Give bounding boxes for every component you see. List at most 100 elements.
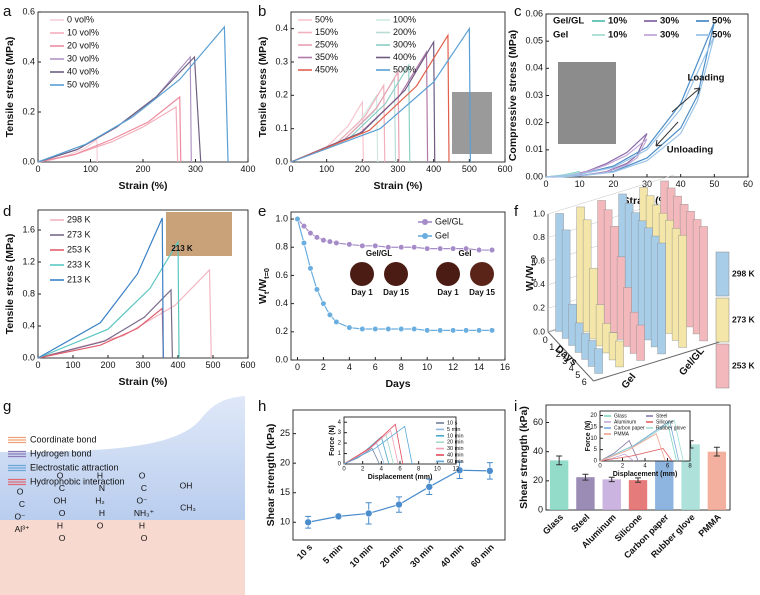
legend-label: Carbon paper: [614, 425, 645, 431]
panel-label: d: [3, 203, 11, 220]
x-tick-label: 0: [543, 335, 548, 345]
x-tick-label: 400: [426, 164, 441, 174]
atom-label: O: [59, 533, 66, 543]
x-tick-label: 50: [709, 179, 719, 189]
x-tick-label: 30 min: [408, 542, 435, 569]
series-line: [290, 63, 411, 163]
y-tick-label: 0.8: [22, 288, 35, 298]
x-tick-label: 20 min: [378, 542, 405, 569]
data-point: [395, 500, 403, 509]
bar: [615, 340, 624, 368]
legend-label: 20 vol%: [67, 40, 99, 50]
y-tick-label: 40: [533, 446, 543, 456]
legend-label: 273 K: [732, 314, 756, 324]
x-tick-label: 300: [188, 164, 203, 174]
y-tick-label: 0.8: [275, 242, 288, 252]
y-tick-label: 3: [338, 430, 342, 436]
panel-label: i: [514, 398, 517, 415]
bar: [657, 242, 666, 355]
y-tick-label: 15: [590, 424, 597, 430]
atom-label: N: [99, 483, 105, 493]
x-tick-label: 10: [422, 362, 432, 372]
atom-label: O⁻: [14, 511, 25, 521]
y-tick-label: 0.0: [533, 326, 545, 336]
y-tick-label: 0: [338, 462, 342, 468]
atom-label: C: [141, 483, 147, 493]
y-axis-label: Wt/Wt=0: [524, 255, 539, 291]
data-point: [488, 327, 496, 334]
sample-photo: [350, 262, 374, 286]
x-tick-label: 3: [562, 356, 567, 366]
legend-label: 20 min: [447, 440, 464, 446]
panel-label: h: [258, 398, 266, 415]
y-tick-label: 15: [280, 487, 290, 497]
x-tick-label: 10 s: [295, 542, 314, 561]
atom-label: O: [141, 533, 148, 543]
y-tick-label: 0.2: [275, 326, 288, 336]
y-tick-label: 0.0: [275, 354, 288, 364]
error-bar: [608, 476, 615, 483]
data-point: [486, 467, 494, 475]
legend-label: 400%: [393, 52, 416, 62]
x-tick-label: 6: [666, 464, 670, 470]
inset-label: Gel: [459, 249, 472, 258]
data-point: [304, 518, 312, 527]
data-point: [475, 327, 483, 334]
y-axis-label: Shear strength (kPa): [265, 424, 277, 527]
x-tick-label: 10: [434, 467, 441, 473]
inset-label: Day 15: [383, 288, 409, 297]
x-tick-label: 500: [462, 164, 477, 174]
axis-line: [547, 331, 594, 382]
y-tick-label: 2: [338, 441, 342, 447]
y-tick-label: 1.0: [533, 208, 545, 218]
legend-label: 60 min: [447, 459, 464, 465]
y-tick-label: 1.2: [22, 256, 35, 266]
series-line: [599, 439, 639, 462]
y-tick-label: 0.6: [533, 255, 545, 265]
x-axis-label: Strain (%): [118, 180, 167, 192]
legend-label: 40 vol%: [67, 66, 99, 76]
legend-label: 350%: [315, 52, 338, 62]
y-axis-label: Force (N): [329, 425, 336, 456]
atom-label: NH₃⁺: [134, 508, 154, 518]
atom-label: CH₃: [180, 502, 196, 512]
legend-marker: [422, 233, 428, 239]
bar: [655, 448, 674, 510]
photo-inset: [166, 212, 232, 256]
y-tick-label: 20: [533, 475, 543, 485]
panel-label: a: [3, 3, 12, 20]
x-tick-label: 4: [569, 363, 574, 373]
legend-swatch: [715, 297, 730, 343]
series-line: [37, 217, 164, 359]
error-bar: [556, 455, 563, 466]
y-tick-label: 60: [533, 417, 543, 427]
data-point: [307, 265, 314, 272]
data-point: [450, 245, 457, 252]
legend-label: Hydrophobic interaction: [30, 476, 125, 486]
x-tick-label: 16: [500, 362, 510, 372]
x-tick-label: 200: [100, 360, 115, 370]
x-tick-label: 2: [621, 464, 625, 470]
y-axis-label-part: t: [262, 291, 271, 294]
x-tick-label: 600: [240, 360, 255, 370]
x-tick-label: 500: [205, 360, 220, 370]
data-point: [313, 286, 321, 293]
y-axis-label: Compressive stress (MPa): [507, 30, 519, 161]
data-point: [398, 325, 405, 333]
data-point: [333, 318, 340, 326]
data-point: [437, 327, 444, 334]
atom-label: H: [97, 470, 103, 480]
x-tick-label: 0: [288, 164, 293, 174]
atom-label: C: [19, 499, 25, 509]
series-line: [37, 239, 180, 359]
annotation: Loading: [688, 73, 725, 84]
series-line: [37, 268, 212, 359]
y-tick-label: 1: [338, 451, 342, 457]
y-tick-label: 0.2: [22, 106, 35, 116]
photo-inset: [558, 62, 616, 144]
legend-label: 0 vol%: [67, 14, 94, 24]
x-tick-label: 8: [688, 464, 692, 470]
data-point: [372, 242, 379, 249]
